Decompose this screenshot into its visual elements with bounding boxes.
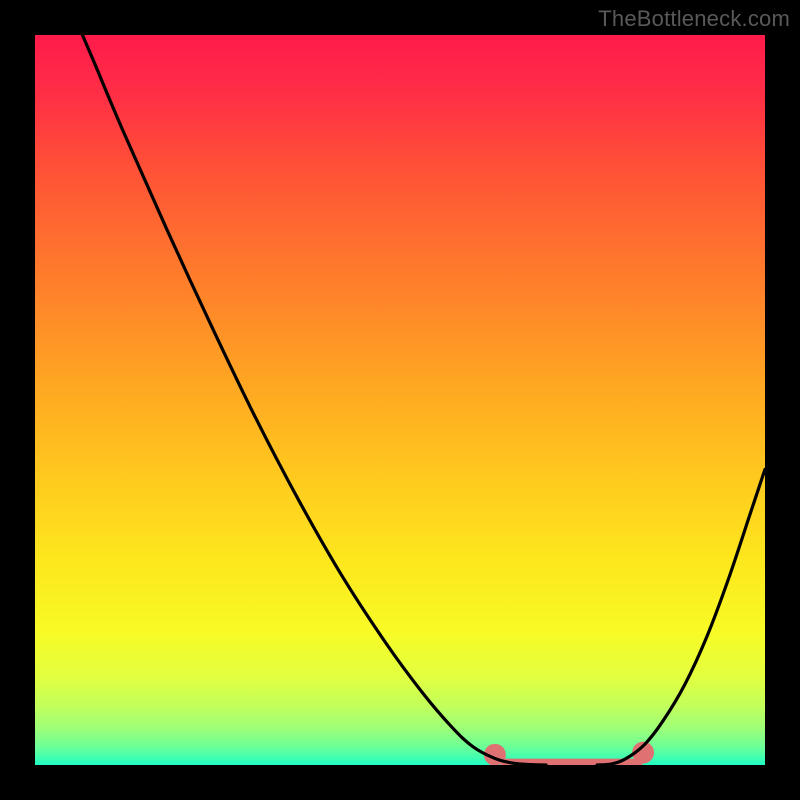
plot-area	[35, 35, 765, 765]
chart-root: { "watermark": { "text": "TheBottleneck.…	[0, 0, 800, 800]
curve-chart	[35, 35, 765, 765]
watermark-label: TheBottleneck.com	[598, 6, 790, 32]
chart-background	[35, 35, 765, 765]
